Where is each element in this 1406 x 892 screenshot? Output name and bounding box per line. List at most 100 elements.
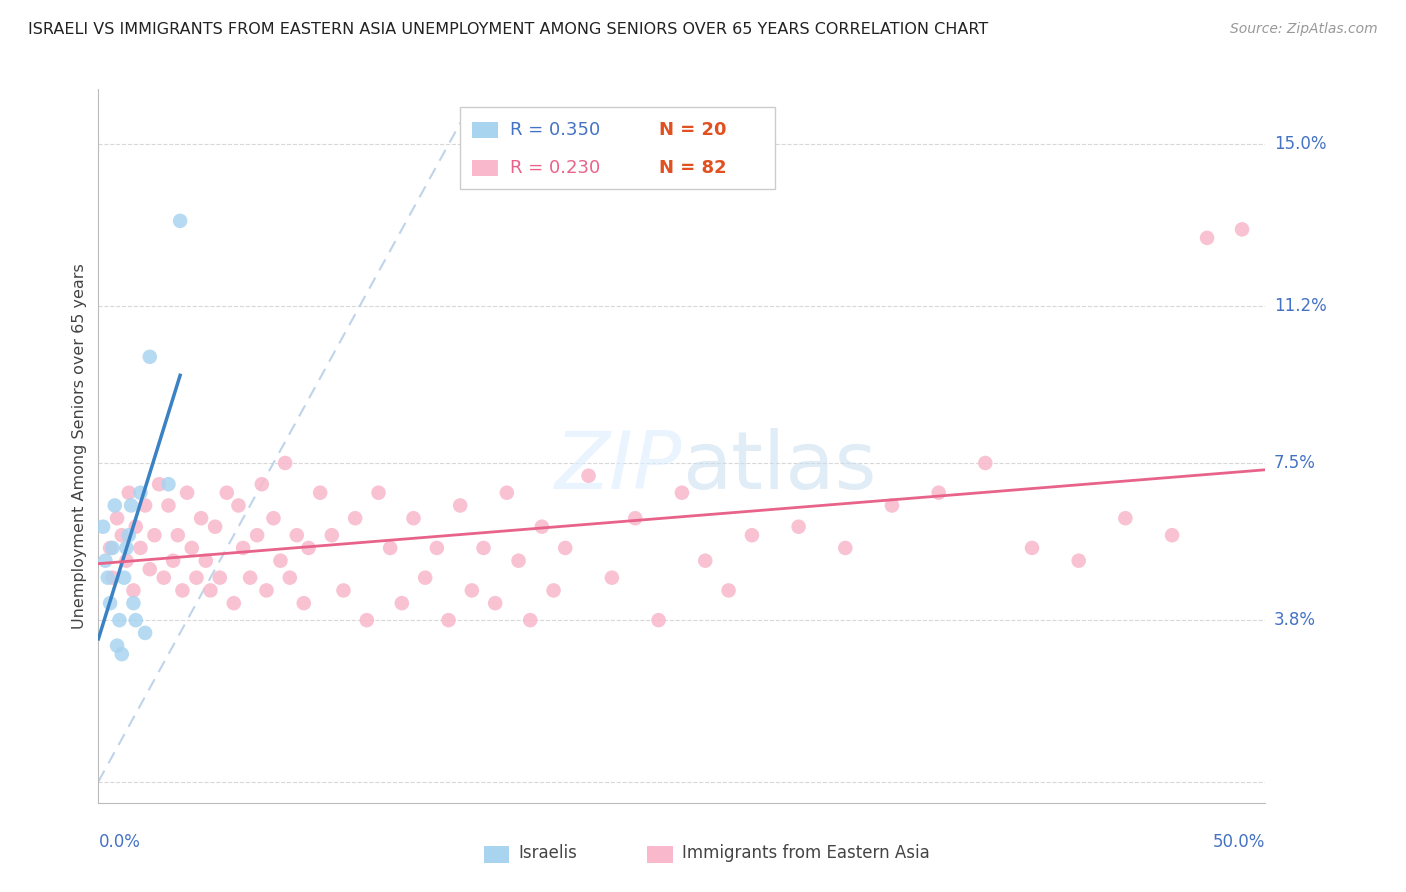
Point [413, 571, 436, 585]
Y-axis label: Unemployment Among Seniors over 65 years: Unemployment Among Seniors over 65 years [72, 263, 87, 629]
Text: R = 0.350: R = 0.350 [510, 121, 600, 139]
Text: 7.5%: 7.5% [1274, 454, 1316, 472]
Point [129, 541, 152, 555]
Point [115, 541, 138, 555]
Point [274, 456, 297, 470]
Point [111, 647, 134, 661]
Point [297, 541, 319, 555]
Point [162, 554, 184, 568]
FancyBboxPatch shape [460, 107, 775, 189]
Point [166, 528, 188, 542]
Point [717, 583, 740, 598]
Point [134, 626, 156, 640]
Point [91, 519, 114, 533]
Point [152, 571, 174, 585]
Point [118, 528, 141, 542]
Point [356, 613, 378, 627]
Point [111, 528, 134, 542]
Text: Immigrants from Eastern Asia: Immigrants from Eastern Asia [682, 844, 929, 862]
Point [278, 571, 301, 585]
FancyBboxPatch shape [647, 846, 672, 863]
Point [695, 554, 717, 568]
FancyBboxPatch shape [484, 846, 509, 863]
Point [97, 571, 120, 585]
Point [880, 499, 903, 513]
Point [472, 541, 495, 555]
Point [118, 485, 141, 500]
Point [332, 583, 354, 598]
Point [787, 519, 810, 533]
Point [391, 596, 413, 610]
Point [129, 485, 152, 500]
Text: Source: ZipAtlas.com: Source: ZipAtlas.com [1230, 22, 1378, 37]
Point [344, 511, 367, 525]
Point [139, 350, 162, 364]
Text: ZIP: ZIP [554, 428, 682, 507]
Point [671, 485, 693, 500]
Point [112, 571, 135, 585]
Point [169, 214, 191, 228]
FancyBboxPatch shape [472, 122, 498, 137]
Point [508, 554, 530, 568]
Point [239, 571, 262, 585]
Point [143, 528, 166, 542]
Point [437, 613, 460, 627]
Point [176, 485, 198, 500]
Point [139, 562, 162, 576]
Point [530, 519, 553, 533]
Point [157, 477, 180, 491]
Point [309, 485, 332, 500]
Point [449, 499, 471, 513]
Point [269, 554, 291, 568]
Point [200, 583, 222, 598]
Point [262, 511, 284, 525]
Point [600, 571, 623, 585]
Point [543, 583, 565, 598]
Point [1067, 554, 1090, 568]
Text: N = 20: N = 20 [658, 121, 725, 139]
Point [519, 613, 541, 627]
Point [461, 583, 484, 598]
Point [232, 541, 254, 555]
Text: ISRAELI VS IMMIGRANTS FROM EASTERN ASIA UNEMPLOYMENT AMONG SENIORS OVER 65 YEARS: ISRAELI VS IMMIGRANTS FROM EASTERN ASIA … [28, 22, 988, 37]
Point [172, 583, 194, 598]
Text: N = 82: N = 82 [658, 159, 725, 177]
Point [380, 541, 402, 555]
Point [98, 596, 121, 610]
Point [367, 485, 389, 500]
Point [426, 541, 449, 555]
Point [1230, 222, 1253, 236]
Point [125, 613, 148, 627]
Point [104, 499, 127, 513]
Point [148, 477, 170, 491]
Point [256, 583, 278, 598]
Text: 0.0%: 0.0% [98, 833, 141, 851]
Point [285, 528, 308, 542]
Point [115, 554, 138, 568]
Point [222, 596, 245, 610]
Point [101, 541, 124, 555]
Point [741, 528, 763, 542]
Point [125, 519, 148, 533]
Point [496, 485, 519, 500]
Text: 50.0%: 50.0% [1213, 833, 1265, 851]
Point [292, 596, 315, 610]
Point [1114, 511, 1136, 525]
Point [834, 541, 856, 555]
Point [321, 528, 343, 542]
Text: R = 0.230: R = 0.230 [510, 159, 600, 177]
Point [157, 499, 180, 513]
Point [402, 511, 425, 525]
Point [974, 456, 997, 470]
Point [190, 511, 212, 525]
Point [1161, 528, 1184, 542]
Point [246, 528, 269, 542]
Point [215, 485, 238, 500]
Point [578, 468, 600, 483]
Text: atlas: atlas [682, 428, 876, 507]
Text: 15.0%: 15.0% [1274, 136, 1326, 153]
Point [134, 499, 156, 513]
Point [554, 541, 576, 555]
Point [122, 596, 145, 610]
Point [194, 554, 217, 568]
